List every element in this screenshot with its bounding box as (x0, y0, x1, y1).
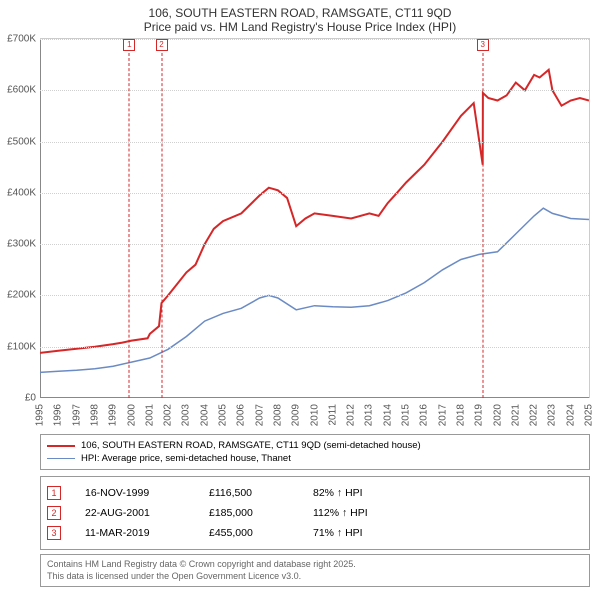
legend-label: 106, SOUTH EASTERN ROAD, RAMSGATE, CT11 … (81, 440, 421, 451)
marker-vline (161, 53, 162, 398)
xtick-label: 1996 (53, 404, 64, 426)
marker-price: £455,000 (209, 527, 289, 539)
line-price-paid (40, 70, 589, 353)
xtick-label: 2014 (382, 404, 393, 426)
xtick-label: 2011 (327, 404, 338, 426)
xtick-label: 2017 (437, 404, 448, 426)
xtick-label: 1997 (71, 404, 82, 426)
legend-row: HPI: Average price, semi-detached house,… (47, 452, 583, 465)
marker-table-row: 3 11-MAR-2019 £455,000 71% ↑ HPI (47, 523, 583, 543)
marker-price: £185,000 (209, 507, 289, 519)
gridline-h (40, 193, 589, 194)
xtick-label: 2008 (272, 404, 283, 426)
xtick-label: 2006 (236, 404, 247, 426)
xtick-label: 2023 (547, 404, 558, 426)
gridline-h (40, 244, 589, 245)
line-hpi (40, 208, 589, 372)
xtick-label: 2013 (364, 404, 375, 426)
chart-title-line1: 106, SOUTH EASTERN ROAD, RAMSGATE, CT11 … (0, 0, 600, 20)
marker-table: 1 16-NOV-1999 £116,500 82% ↑ HPI 2 22-AUG-200… (40, 476, 590, 550)
ytick-label: £200K (7, 290, 36, 301)
xtick-label: 1998 (89, 404, 100, 426)
xtick-label: 2001 (144, 404, 155, 426)
ytick-label: £300K (7, 239, 36, 250)
marker-date: 16-NOV-1999 (85, 487, 185, 499)
marker-box: 3 (477, 39, 489, 51)
xtick-label: 2005 (218, 404, 229, 426)
marker-date: 22-AUG-2001 (85, 507, 185, 519)
xtick-label: 2007 (254, 404, 265, 426)
xtick-label: 2002 (163, 404, 174, 426)
xtick-label: 2019 (474, 404, 485, 426)
marker-vline (129, 53, 130, 398)
ytick-label: £100K (7, 341, 36, 352)
xtick-label: 2004 (199, 404, 210, 426)
marker-delta: 82% ↑ HPI (313, 487, 363, 499)
xtick-label: 2012 (346, 404, 357, 426)
xtick-label: 2020 (492, 404, 503, 426)
marker-table-row: 1 16-NOV-1999 £116,500 82% ↑ HPI (47, 483, 583, 503)
ytick-label: £700K (7, 34, 36, 45)
marker-vline (482, 53, 483, 398)
chart-plot-area: £0£100K£200K£300K£400K£500K£600K£700K199… (40, 38, 590, 398)
footer-line2: This data is licensed under the Open Gov… (47, 571, 583, 583)
xtick-label: 1999 (108, 404, 119, 426)
legend-swatch (47, 445, 75, 447)
footer-line1: Contains HM Land Registry data © Crown c… (47, 559, 583, 571)
legend-swatch (47, 458, 75, 459)
chart-title-line2: Price paid vs. HM Land Registry's House … (0, 20, 600, 38)
gridline-h (40, 347, 589, 348)
marker-price: £116,500 (209, 487, 289, 499)
xtick-label: 2024 (565, 404, 576, 426)
marker-date: 11-MAR-2019 (85, 527, 185, 539)
marker-box: 1 (123, 39, 135, 51)
xtick-label: 2021 (510, 404, 521, 426)
chart-footer: Contains HM Land Registry data © Crown c… (40, 554, 590, 587)
ytick-label: £600K (7, 85, 36, 96)
legend-row: 106, SOUTH EASTERN ROAD, RAMSGATE, CT11 … (47, 439, 583, 452)
marker-number-box: 3 (47, 526, 61, 540)
plot-background: £0£100K£200K£300K£400K£500K£600K£700K199… (40, 38, 590, 398)
marker-delta: 71% ↑ HPI (313, 527, 363, 539)
ytick-label: £0 (25, 393, 36, 404)
gridline-h (40, 142, 589, 143)
xtick-label: 2015 (401, 404, 412, 426)
marker-delta: 112% ↑ HPI (313, 507, 368, 519)
ytick-label: £400K (7, 187, 36, 198)
xtick-label: 2003 (181, 404, 192, 426)
marker-number-box: 1 (47, 486, 61, 500)
xtick-label: 2000 (126, 404, 137, 426)
marker-box: 2 (156, 39, 168, 51)
xtick-label: 2009 (291, 404, 302, 426)
xtick-label: 2018 (455, 404, 466, 426)
marker-table-row: 2 22-AUG-2001 £185,000 112% ↑ HPI (47, 503, 583, 523)
legend-label: HPI: Average price, semi-detached house,… (81, 453, 291, 464)
xtick-label: 2010 (309, 404, 320, 426)
xtick-label: 2022 (529, 404, 540, 426)
gridline-h (40, 295, 589, 296)
chart-legend: 106, SOUTH EASTERN ROAD, RAMSGATE, CT11 … (40, 434, 590, 470)
chart-svg (40, 39, 589, 398)
gridline-h (40, 90, 589, 91)
marker-number-box: 2 (47, 506, 61, 520)
xtick-label: 2025 (584, 404, 595, 426)
xtick-label: 2016 (419, 404, 430, 426)
ytick-label: £500K (7, 136, 36, 147)
xtick-label: 1995 (35, 404, 46, 426)
